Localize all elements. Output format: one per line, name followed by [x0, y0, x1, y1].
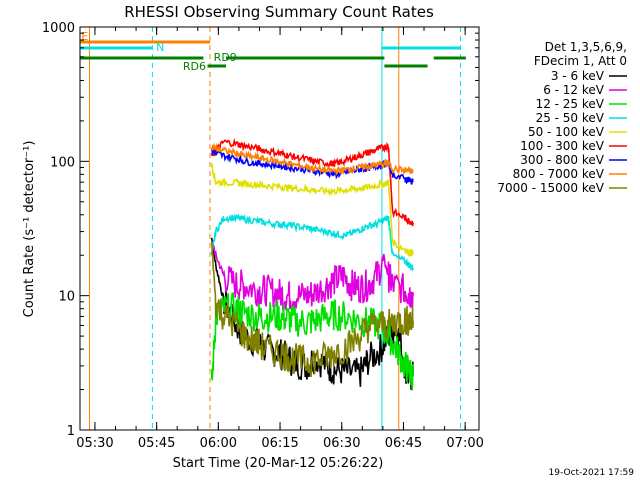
series-line — [210, 213, 414, 272]
x-tick-label: 05:30 — [76, 436, 113, 451]
axes-frame — [79, 26, 480, 431]
series-line — [210, 241, 414, 311]
series-line — [210, 292, 414, 391]
legend-entry-label: 50 - 100 keV — [528, 125, 605, 139]
x-axis-label: Start Time (20-Mar-12 05:26:22) — [173, 456, 384, 471]
x-tick-label: 06:00 — [200, 436, 237, 451]
legend-entry-label: 300 - 800 keV — [520, 153, 604, 167]
legend-entry-label: 12 - 25 keV — [536, 97, 605, 111]
y-tick-label: 100 — [50, 155, 75, 170]
y-axis-label: Count Rate (s⁻¹ detector⁻¹) — [22, 141, 37, 318]
plot-frame — [79, 26, 480, 431]
series-line — [210, 242, 414, 378]
legend-header-line-1: Det 1,3,5,6,9, — [545, 40, 627, 54]
legend-entry-label: 800 - 7000 keV — [513, 167, 605, 181]
legend-entry-label: 3 - 6 keV — [551, 69, 605, 83]
x-tick-label: 06:30 — [323, 436, 360, 451]
series-line — [210, 137, 414, 227]
series-line — [210, 142, 414, 176]
chart-title: RHESSI Observing Summary Count Rates — [124, 3, 434, 21]
flag-label: N — [156, 41, 164, 54]
x-tick-labels: 05:30 05:45 06:00 06:15 06:30 06:45 07:00 — [76, 436, 484, 451]
footer-timestamp: 19-Oct-2021 17:59 — [549, 468, 635, 478]
flag-label: RD9 — [214, 51, 237, 64]
legend-entry-label: 7000 - 15000 keV — [497, 181, 604, 195]
y-tick-label: 1 — [67, 424, 75, 439]
flag-label: RD6 — [183, 60, 206, 73]
legend-entry-label: 100 - 300 keV — [520, 139, 604, 153]
x-tick-label: 05:45 — [138, 436, 175, 451]
series-line — [210, 163, 414, 258]
flag-label: E — [81, 30, 88, 43]
legend-header-line-2: FDecim 1, Att 0 — [534, 54, 627, 68]
x-tick-label: 06:45 — [385, 436, 422, 451]
x-tick-label: 06:15 — [261, 436, 298, 451]
legend-entry-label: 25 - 50 keV — [536, 111, 605, 125]
legend-entry-label: 6 - 12 keV — [543, 83, 605, 97]
y-tick-labels: 1 10 100 1000 — [42, 21, 75, 439]
data-layer: E N RD6 RD9 — [80, 27, 466, 430]
legend: Det 1,3,5,6,9, FDecim 1, Att 0 3 - 6 keV… — [497, 40, 627, 195]
y-tick-label: 10 — [58, 290, 75, 305]
x-tick-label: 07:00 — [446, 436, 483, 451]
y-tick-label: 1000 — [42, 21, 75, 36]
